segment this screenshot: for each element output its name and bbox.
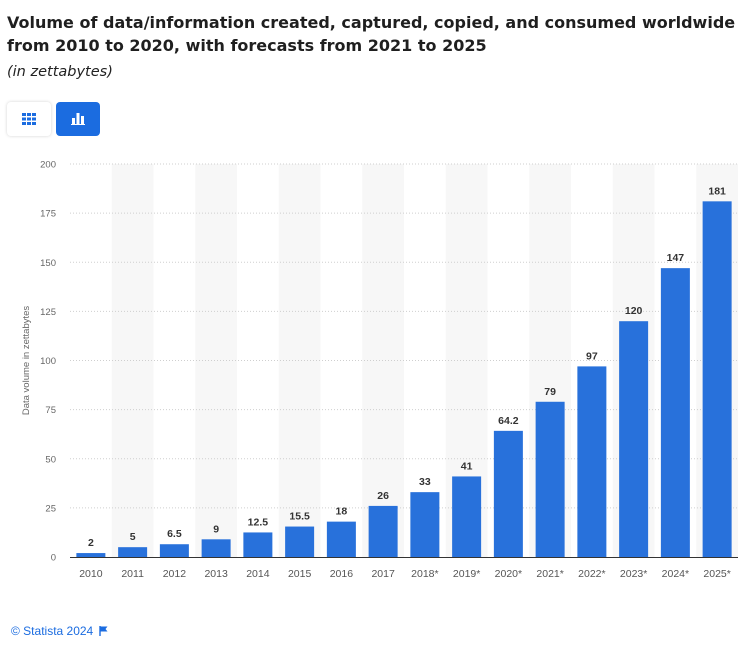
y-tick-label: 100 [40,356,56,367]
data-label: 15.5 [289,511,310,523]
data-label: 181 [708,185,726,197]
data-label: 2 [88,537,94,549]
footer: © Statista 2024 [11,624,108,638]
bar-2023* [619,321,649,557]
bar-2014 [243,532,273,557]
y-tick-label: 125 [40,307,56,318]
y-tick-label: 75 [45,405,56,416]
x-tick-label: 2010 [79,568,103,580]
x-tick-label: 2023* [620,568,647,580]
data-label: 9 [213,523,219,535]
flag-icon[interactable] [99,626,108,636]
data-label: 18 [336,506,348,518]
table-view-button[interactable] [7,102,51,136]
bar-2018* [410,492,440,557]
data-label: 79 [544,386,556,398]
data-label: 41 [461,460,473,472]
data-label: 5 [130,531,136,543]
x-tick-label: 2022* [578,568,605,580]
x-tick-label: 2016 [330,568,354,580]
y-tick-label: 0 [51,553,56,564]
bar-2021* [535,401,565,557]
bar-chart-icon [71,113,85,125]
column-band [278,164,321,557]
y-tick-label: 50 [45,454,56,465]
x-tick-label: 2025* [703,568,730,580]
data-label: 120 [625,305,643,317]
y-tick-label: 175 [40,209,56,220]
y-tick-label: 200 [40,160,56,171]
bar-2012 [159,544,189,557]
bar-2019* [452,476,482,557]
bar-2022* [577,366,607,557]
bar-2025* [702,201,732,557]
data-label: 6.5 [167,528,182,540]
bar-2010 [76,553,106,557]
x-tick-label: 2019* [453,568,480,580]
chart-title: Volume of data/information created, capt… [7,13,736,55]
data-label: 64.2 [498,415,519,427]
data-label: 12.5 [248,516,269,528]
data-label: 97 [586,350,598,362]
y-tick-label: 150 [40,258,56,269]
x-tick-label: 2011 [121,568,144,580]
bar-2020* [493,430,523,557]
x-tick-label: 2014 [246,568,270,580]
x-tick-label: 2013 [204,568,228,580]
table-icon [22,113,36,125]
data-label: 26 [377,490,389,502]
chart-view-button[interactable] [56,102,100,136]
x-tick-label: 2020* [495,568,522,580]
chart-subtitle: (in zettabytes) [7,64,113,80]
bar-2013 [201,539,231,557]
x-tick-label: 2018* [411,568,438,580]
bar-2016 [326,521,356,557]
y-axis-title: Data volume in zettabytes [21,306,32,416]
x-tick-label: 2021* [536,568,563,580]
bar-2015 [285,526,315,557]
x-tick-label: 2024* [662,568,689,580]
data-label: 147 [667,252,685,264]
bar-2024* [660,268,690,557]
x-tick-label: 2015 [288,568,312,580]
x-tick-label: 2012 [163,568,187,580]
y-tick-label: 25 [45,503,56,514]
copyright-link[interactable]: © Statista 2024 [11,624,94,638]
data-label: 33 [419,476,431,488]
x-tick-label: 2017 [371,568,395,580]
column-band [195,164,237,557]
bar-2017 [368,505,398,557]
bar-2011 [118,547,148,557]
